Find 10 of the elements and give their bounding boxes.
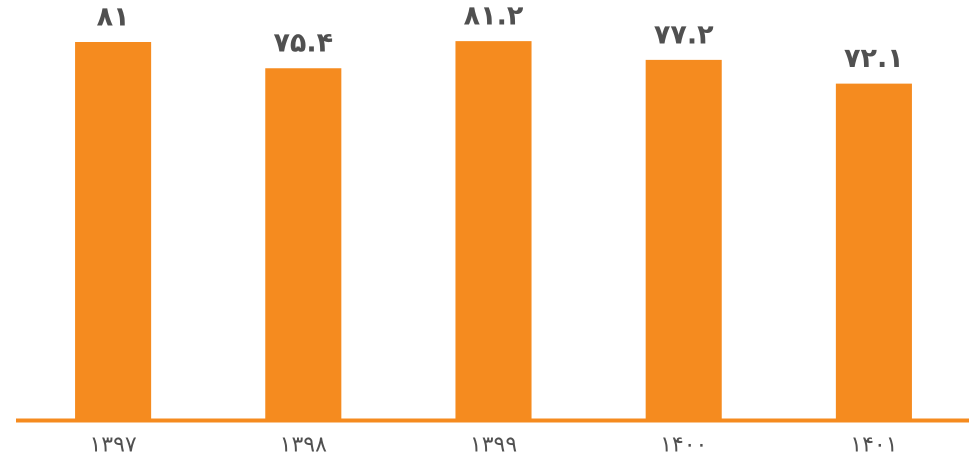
x-tick-label: ۱۳۹۸ [280,432,328,458]
x-tick-label: ۱۳۹۹ [470,432,518,458]
data-label: ۷۵.۴ [273,28,334,59]
x-tick-label: ۱۳۹۷ [89,432,137,458]
data-label: ۷۲.۱ [844,43,904,74]
x-tick-label: ۱۴۰۰ [660,432,708,458]
x-tick-label: ۱۴۰۱ [850,432,898,458]
data-label: ۷۷.۲ [654,19,714,50]
data-label: ۸۱.۲ [464,0,524,32]
data-label: ۸۱ [96,2,130,33]
